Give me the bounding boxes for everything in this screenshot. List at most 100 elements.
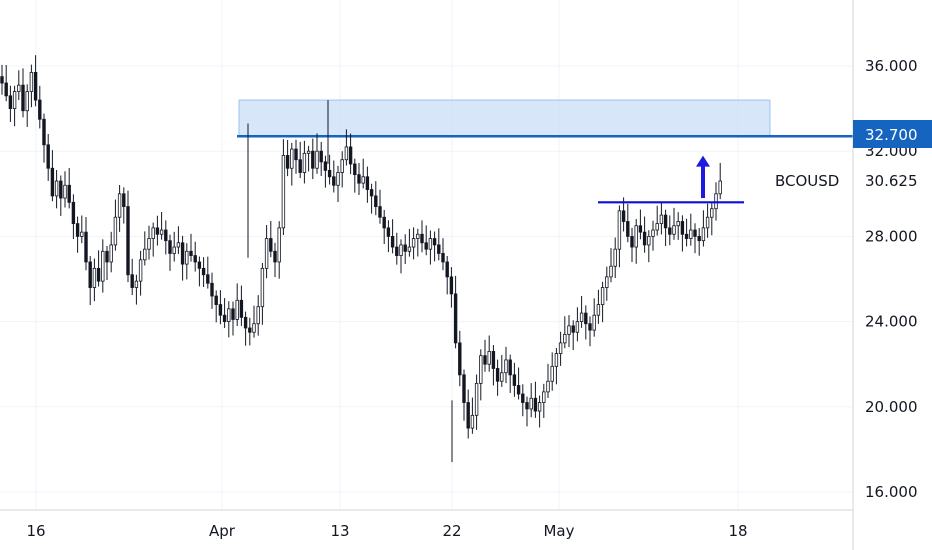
candle-body (256, 306, 260, 325)
candle-body (17, 84, 21, 92)
candle-body (500, 372, 504, 382)
candle-body (25, 91, 29, 112)
candle-body (75, 223, 80, 237)
candle-body (516, 385, 521, 395)
resistance-zone (238, 99, 771, 137)
x-tick-label: May (543, 522, 574, 540)
candle-body (672, 225, 676, 235)
candle-body (29, 71, 34, 92)
candle-body (483, 355, 487, 365)
candle-body (84, 231, 88, 263)
candle-body (575, 321, 580, 333)
candle-body (634, 225, 638, 248)
candle-body (138, 259, 143, 282)
candle-body (491, 351, 496, 369)
candle-body (621, 210, 626, 222)
candle-body (185, 250, 189, 265)
candle-body (80, 231, 84, 237)
candle-body (332, 176, 336, 186)
candle-body (101, 250, 105, 282)
candle-body (344, 146, 349, 161)
candle-body (206, 274, 210, 284)
candle-body (651, 229, 655, 237)
x-tick-label: 13 (330, 522, 349, 540)
candle-body (617, 210, 622, 250)
candle-body (542, 391, 546, 403)
candle-body (458, 342, 462, 376)
candle-body (684, 233, 689, 239)
candle-body (466, 402, 470, 429)
candle-body (201, 267, 206, 276)
candle-body (403, 244, 407, 252)
candle-body (592, 314, 596, 331)
candle-body (117, 193, 122, 218)
candle-body (164, 229, 168, 242)
x-tick-label: Apr (209, 522, 236, 540)
candle-body (147, 238, 151, 250)
level-price-tag-text: 32.700 (865, 126, 918, 144)
candle-body (563, 333, 567, 344)
candle-body (264, 238, 269, 269)
candle-body (311, 150, 315, 169)
overlay-annotations (598, 155, 744, 204)
x-axis[interactable]: 16 Apr 13 22 May 18 (26, 522, 747, 540)
candle-body (680, 221, 685, 235)
candle-body (571, 325, 575, 333)
candle-body (533, 397, 538, 412)
candle-body (298, 159, 302, 173)
x-tick-label: 22 (442, 522, 461, 540)
level-price-tag (853, 120, 932, 148)
candle-body (340, 159, 344, 173)
candle-body (176, 242, 181, 248)
candle-body (365, 176, 370, 190)
candle-body (428, 238, 433, 250)
candle-body (235, 299, 239, 320)
candle-body (596, 304, 601, 316)
candle-body (558, 342, 563, 354)
candle-body (537, 402, 542, 412)
y-tick-label: 16.000 (865, 483, 918, 501)
candle-body (126, 206, 130, 276)
candle-body (718, 180, 722, 195)
candle-body (151, 227, 155, 239)
candle-body (260, 267, 265, 308)
candle-body (432, 238, 437, 246)
candle-body (38, 99, 42, 120)
candle-body (12, 91, 17, 109)
candle-body (613, 248, 617, 267)
candle-body (113, 216, 118, 246)
x-tick-label: 18 (728, 522, 747, 540)
price-labels: BCOUSD 30.625 32.700 (775, 120, 932, 190)
candle-body (437, 244, 441, 254)
candle-body (294, 148, 298, 161)
candle-body (525, 402, 529, 410)
candle-body (462, 374, 466, 403)
candle-body (361, 176, 365, 184)
candle-body (180, 242, 185, 265)
candle-body (487, 351, 491, 365)
candle-body (8, 95, 13, 109)
y-tick-label: 28.000 (865, 227, 918, 245)
candle-body (109, 244, 113, 263)
candle-body (470, 414, 475, 429)
candle-body (521, 393, 525, 403)
candle-body (92, 267, 97, 288)
candle-body (588, 323, 592, 331)
candle-body (508, 359, 512, 376)
candle-body (59, 180, 63, 199)
candle-body (710, 208, 714, 218)
candle-body (399, 244, 403, 256)
candle-body (122, 193, 126, 207)
candle-body (395, 246, 399, 256)
candle-body (701, 227, 706, 242)
candle-body (697, 235, 701, 242)
candle-body (424, 242, 428, 250)
candle-body (546, 380, 550, 393)
candle-body (382, 216, 386, 229)
candle-body (302, 152, 307, 173)
candle-body (96, 267, 101, 282)
candle-body (390, 235, 395, 248)
